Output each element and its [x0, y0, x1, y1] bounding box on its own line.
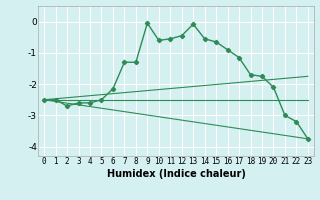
X-axis label: Humidex (Indice chaleur): Humidex (Indice chaleur) [107, 169, 245, 179]
